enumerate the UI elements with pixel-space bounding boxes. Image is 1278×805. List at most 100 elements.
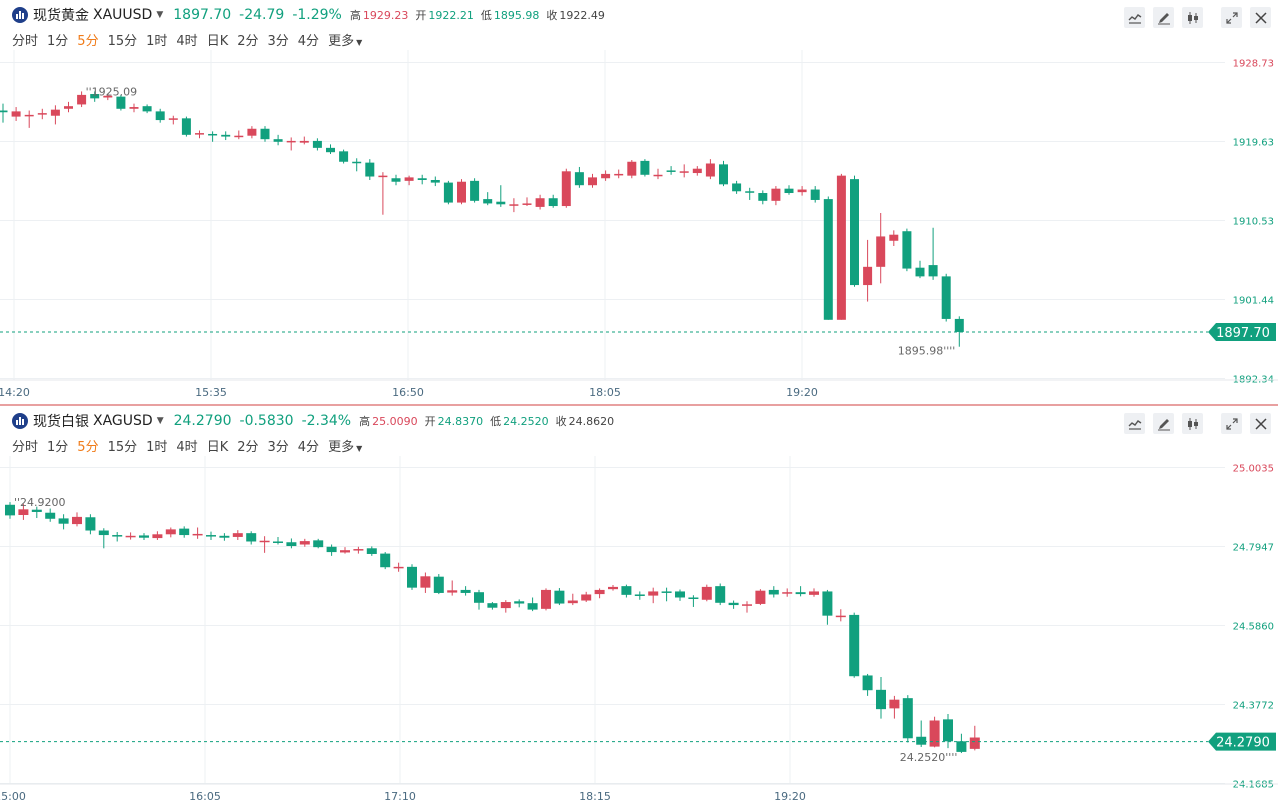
candle-body [103,95,113,98]
y-tick-label: 24.7947 [1233,543,1274,554]
candle-body [487,603,498,608]
timeframe-fenshi[interactable]: 分时 [12,34,39,49]
candle-body [797,189,807,193]
candle [313,538,324,549]
gold-symbol-code[interactable]: XAUUSD [93,7,153,23]
fullscreen-icon[interactable] [1221,7,1242,28]
timeframe-4h[interactable]: 4时 [176,34,198,49]
timeframe-4h[interactable]: 4时 [176,440,198,455]
candle-body [259,540,270,543]
candle-body [889,234,899,241]
close-icon[interactable] [1250,413,1271,434]
candle [795,586,806,597]
candle-body [782,592,793,594]
candle-body [715,586,726,603]
silver-candlestick-chart[interactable]: 25.0035 24.7947 24.5860 24.3772 24.1685 15:00… [0,456,1278,805]
silver-low-label: 低 [490,415,502,428]
timeframe-1h[interactable]: 1时 [146,440,168,455]
candle [929,716,940,748]
candle [221,131,231,141]
timeframe-day[interactable]: 日K [206,440,229,455]
candle-body [273,139,283,142]
timeframe-1m[interactable]: 1分 [47,34,69,49]
candle [755,589,766,606]
silver-close-label: 收 [555,415,567,428]
candle-body [916,736,927,745]
candle [234,130,244,140]
gold-candlestick-chart[interactable]: 1928.731919.631910.531901.441892.3414:20… [0,50,1278,400]
candle [692,166,702,176]
chevron-down-icon[interactable]: ▼ [156,416,164,426]
candle [715,583,726,606]
candle [862,673,873,696]
timeframe-15m[interactable]: 15分 [107,34,138,49]
draw-pen-icon[interactable] [1153,7,1174,28]
timeframe-5m[interactable]: 5分 [77,34,99,49]
draw-pen-icon[interactable] [1153,413,1174,434]
candle-body [378,175,388,178]
candle-body [956,741,967,752]
timeframe-1m[interactable]: 1分 [47,440,69,455]
candle-type-icon[interactable] [1182,413,1203,434]
candle [443,180,453,205]
candle [487,602,498,610]
timeframe-more[interactable]: 更多 ▼ [328,436,362,455]
candle-body [221,134,231,137]
timeframe-2m[interactable]: 2分 [237,34,259,49]
timeframe-2m[interactable]: 2分 [237,440,259,455]
candle-body [902,231,912,269]
silver-open-label: 开 [424,415,436,428]
indicator-icon[interactable] [1124,413,1145,434]
x-tick-label: 19:20 [786,386,818,399]
silver-symbol-name[interactable]: 现货白银 [33,414,89,430]
close-icon[interactable] [1250,7,1271,28]
timeframe-5m[interactable]: 5分 [77,440,99,455]
candle [594,588,605,599]
candle-body [192,533,203,536]
timeframe-4m[interactable]: 4分 [297,34,320,49]
candle [206,531,216,540]
candle-body [969,737,980,749]
timeframe-3m[interactable]: 3分 [267,440,289,455]
candle [45,508,56,522]
candle-body [77,94,87,105]
silver-change-pct: -2.34% [301,413,352,429]
candle-body [941,276,951,319]
timeframe-15m[interactable]: 15分 [107,440,138,455]
timeframe-fenshi[interactable]: 分时 [12,440,39,455]
timeframe-3m[interactable]: 3分 [267,34,289,49]
chevron-down-icon[interactable]: ▼ [156,10,164,20]
y-tick-label: 24.3772 [1233,701,1274,712]
candle-body [380,553,391,568]
timeframe-day[interactable]: 日K [206,34,229,49]
silver-close-value: 24.8620 [568,414,615,428]
timeframe-1h[interactable]: 1时 [146,34,168,49]
candle [273,134,283,146]
candle [640,159,650,177]
candle-body [574,172,584,186]
gold-high-label: 高 [349,9,361,22]
fullscreen-icon[interactable] [1221,413,1242,434]
candle-body [719,164,728,185]
candle [514,599,525,608]
panel-divider[interactable] [0,404,1278,406]
candle [768,586,779,598]
min-price-annotation: 1895.98'''' [898,345,956,358]
candle-body [862,675,873,691]
timeframe-4m[interactable]: 4分 [297,440,320,455]
candle-body [554,590,565,604]
timeframe-more[interactable]: 更多 ▼ [328,30,362,49]
candle [142,104,152,114]
indicator-icon[interactable] [1124,7,1145,28]
candle [64,101,73,113]
gold-chart-panel: 现货黄金 XAUUSD ▼ 1897.70 -24.79 -1.29% 高 19… [0,7,1278,400]
candle-type-icon[interactable] [1182,7,1203,28]
gold-low-label: 低 [480,9,492,22]
candle [719,160,728,187]
gold-symbol-name[interactable]: 现货黄金 [33,8,89,24]
silver-symbol-code[interactable]: XAGUSD [93,413,153,429]
candle-body [627,161,637,176]
candle-body [85,517,96,531]
candle-body [929,720,940,747]
candle [18,504,29,520]
